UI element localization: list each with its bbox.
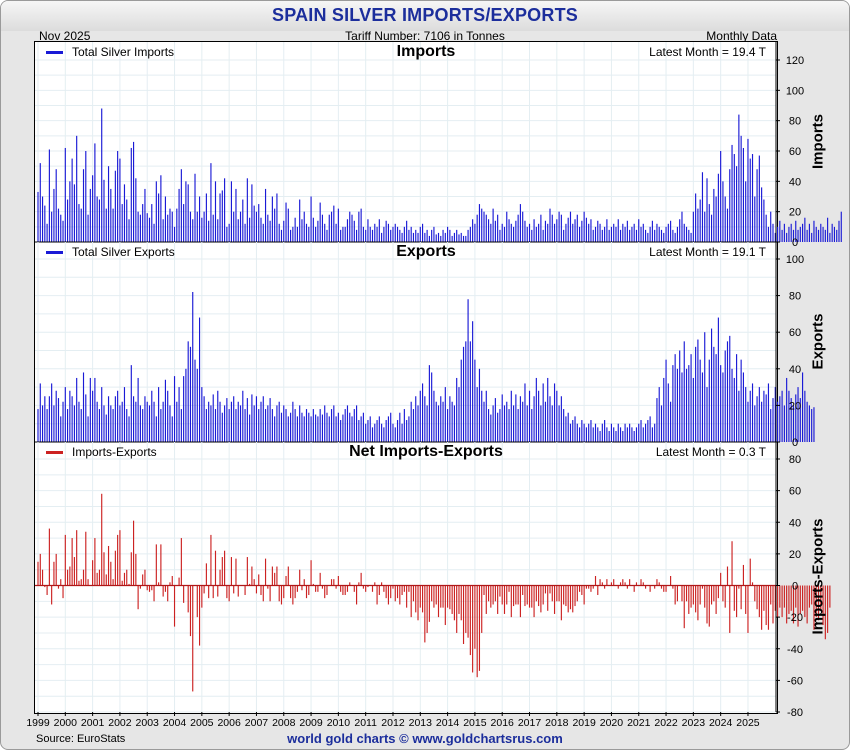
x-tick-label: 2004 (163, 717, 187, 729)
y-tick-label: 60 (789, 327, 801, 339)
x-tick-label: 2005 (190, 717, 214, 729)
x-tick-label: 2016 (491, 717, 515, 729)
y-tick-label: 0 (792, 581, 798, 593)
x-tick-label: 2007 (245, 717, 269, 729)
imports-legend: Total Silver Imports (46, 45, 174, 59)
x-tick-label: 2009 (299, 717, 323, 729)
x-tick-label: 2019 (572, 717, 596, 729)
title-bar: SPAIN SILVER IMPORTS/EXPORTS (1, 1, 849, 31)
credit-label: world gold charts © www.goldchartsrus.co… (287, 731, 563, 746)
tariff-number: Tariff Number: 7106 in Tonnes (345, 29, 505, 43)
imports-latest-month: Latest Month = 19.4 T (649, 45, 766, 59)
x-tick-label: 2003 (136, 717, 160, 729)
x-tick-label: 2017 (518, 717, 542, 729)
exports-panel-title: Exports (396, 243, 456, 260)
x-tick-label: 2011 (354, 717, 377, 729)
y-tick-label: 40 (789, 364, 801, 376)
x-tick-label: 2020 (600, 717, 624, 729)
report-date: Nov 2025 (39, 29, 91, 43)
y-tick-label: 60 (789, 146, 801, 158)
x-tick-label: 2025 (736, 717, 760, 729)
net-legend-swatch (46, 451, 63, 455)
x-tick-label: 2012 (381, 717, 405, 729)
y-tick-label: 80 (789, 116, 801, 128)
exports-legend-label: Total Silver Exports (72, 245, 175, 259)
x-tick-label: 2013 (409, 717, 433, 729)
x-tick-label: 2018 (545, 717, 569, 729)
imports-legend-label: Total Silver Imports (72, 45, 175, 59)
y-tick-label: 20 (789, 549, 801, 561)
y-tick-label: 20 (789, 207, 801, 219)
source-label: Source: EuroStats (36, 733, 126, 745)
imports-panel-title: Imports (396, 43, 456, 60)
x-tick-label: 2002 (108, 717, 132, 729)
x-tick-label: 2015 (463, 717, 487, 729)
net-panel-title: Net Imports-Exports (349, 443, 503, 460)
x-tick-label: 2001 (81, 717, 105, 729)
y-tick-label: 20 (789, 400, 801, 412)
x-tick-label: 2000 (54, 717, 78, 729)
frequency-label: Monthly Data (706, 29, 777, 43)
y-tick-label: 40 (789, 517, 801, 529)
net-latest-month: Latest Month = 0.3 T (655, 445, 766, 459)
plot-area (34, 41, 778, 714)
chart-title: SPAIN SILVER IMPORTS/EXPORTS (272, 5, 578, 25)
net-legend: Imports-Exports (46, 445, 157, 459)
net-legend-label: Imports-Exports (72, 445, 157, 459)
net-axis-label: Imports-Exports (809, 518, 827, 635)
y-tick-label: -20 (787, 612, 803, 624)
y-tick-label: 100 (786, 85, 804, 97)
x-tick-label: 2022 (654, 717, 678, 729)
y-tick-label: 80 (789, 291, 801, 303)
y-tick-label: -40 (787, 644, 803, 656)
y-tick-label: 40 (789, 176, 801, 188)
exports-legend: Total Silver Exports (46, 245, 175, 259)
exports-latest-month: Latest Month = 19.1 T (649, 245, 766, 259)
x-tick-label: 2006 (217, 717, 241, 729)
exports-legend-swatch (46, 251, 63, 255)
x-tick-label: 2010 (327, 717, 351, 729)
y-tick-label: 0 (792, 237, 798, 249)
x-tick-label: 2023 (682, 717, 706, 729)
y-tick-label: -60 (787, 675, 803, 687)
exports-axis-label: Exports (809, 313, 827, 370)
imports-legend-swatch (46, 51, 63, 55)
x-tick-label: 2008 (272, 717, 296, 729)
y-tick-label: -80 (787, 707, 803, 719)
y-tick-label: 80 (789, 454, 801, 466)
x-tick-label: 2021 (627, 717, 651, 729)
imports-axis-label: Imports (809, 114, 827, 170)
y-tick-label: 100 (786, 254, 804, 266)
y-tick-label: 60 (789, 486, 801, 498)
y-tick-label: 120 (786, 55, 804, 67)
x-tick-label: 2024 (709, 717, 733, 729)
x-tick-label: 2014 (436, 717, 460, 729)
y-tick-label: 0 (792, 437, 798, 449)
x-tick-label: 1999 (26, 717, 50, 729)
